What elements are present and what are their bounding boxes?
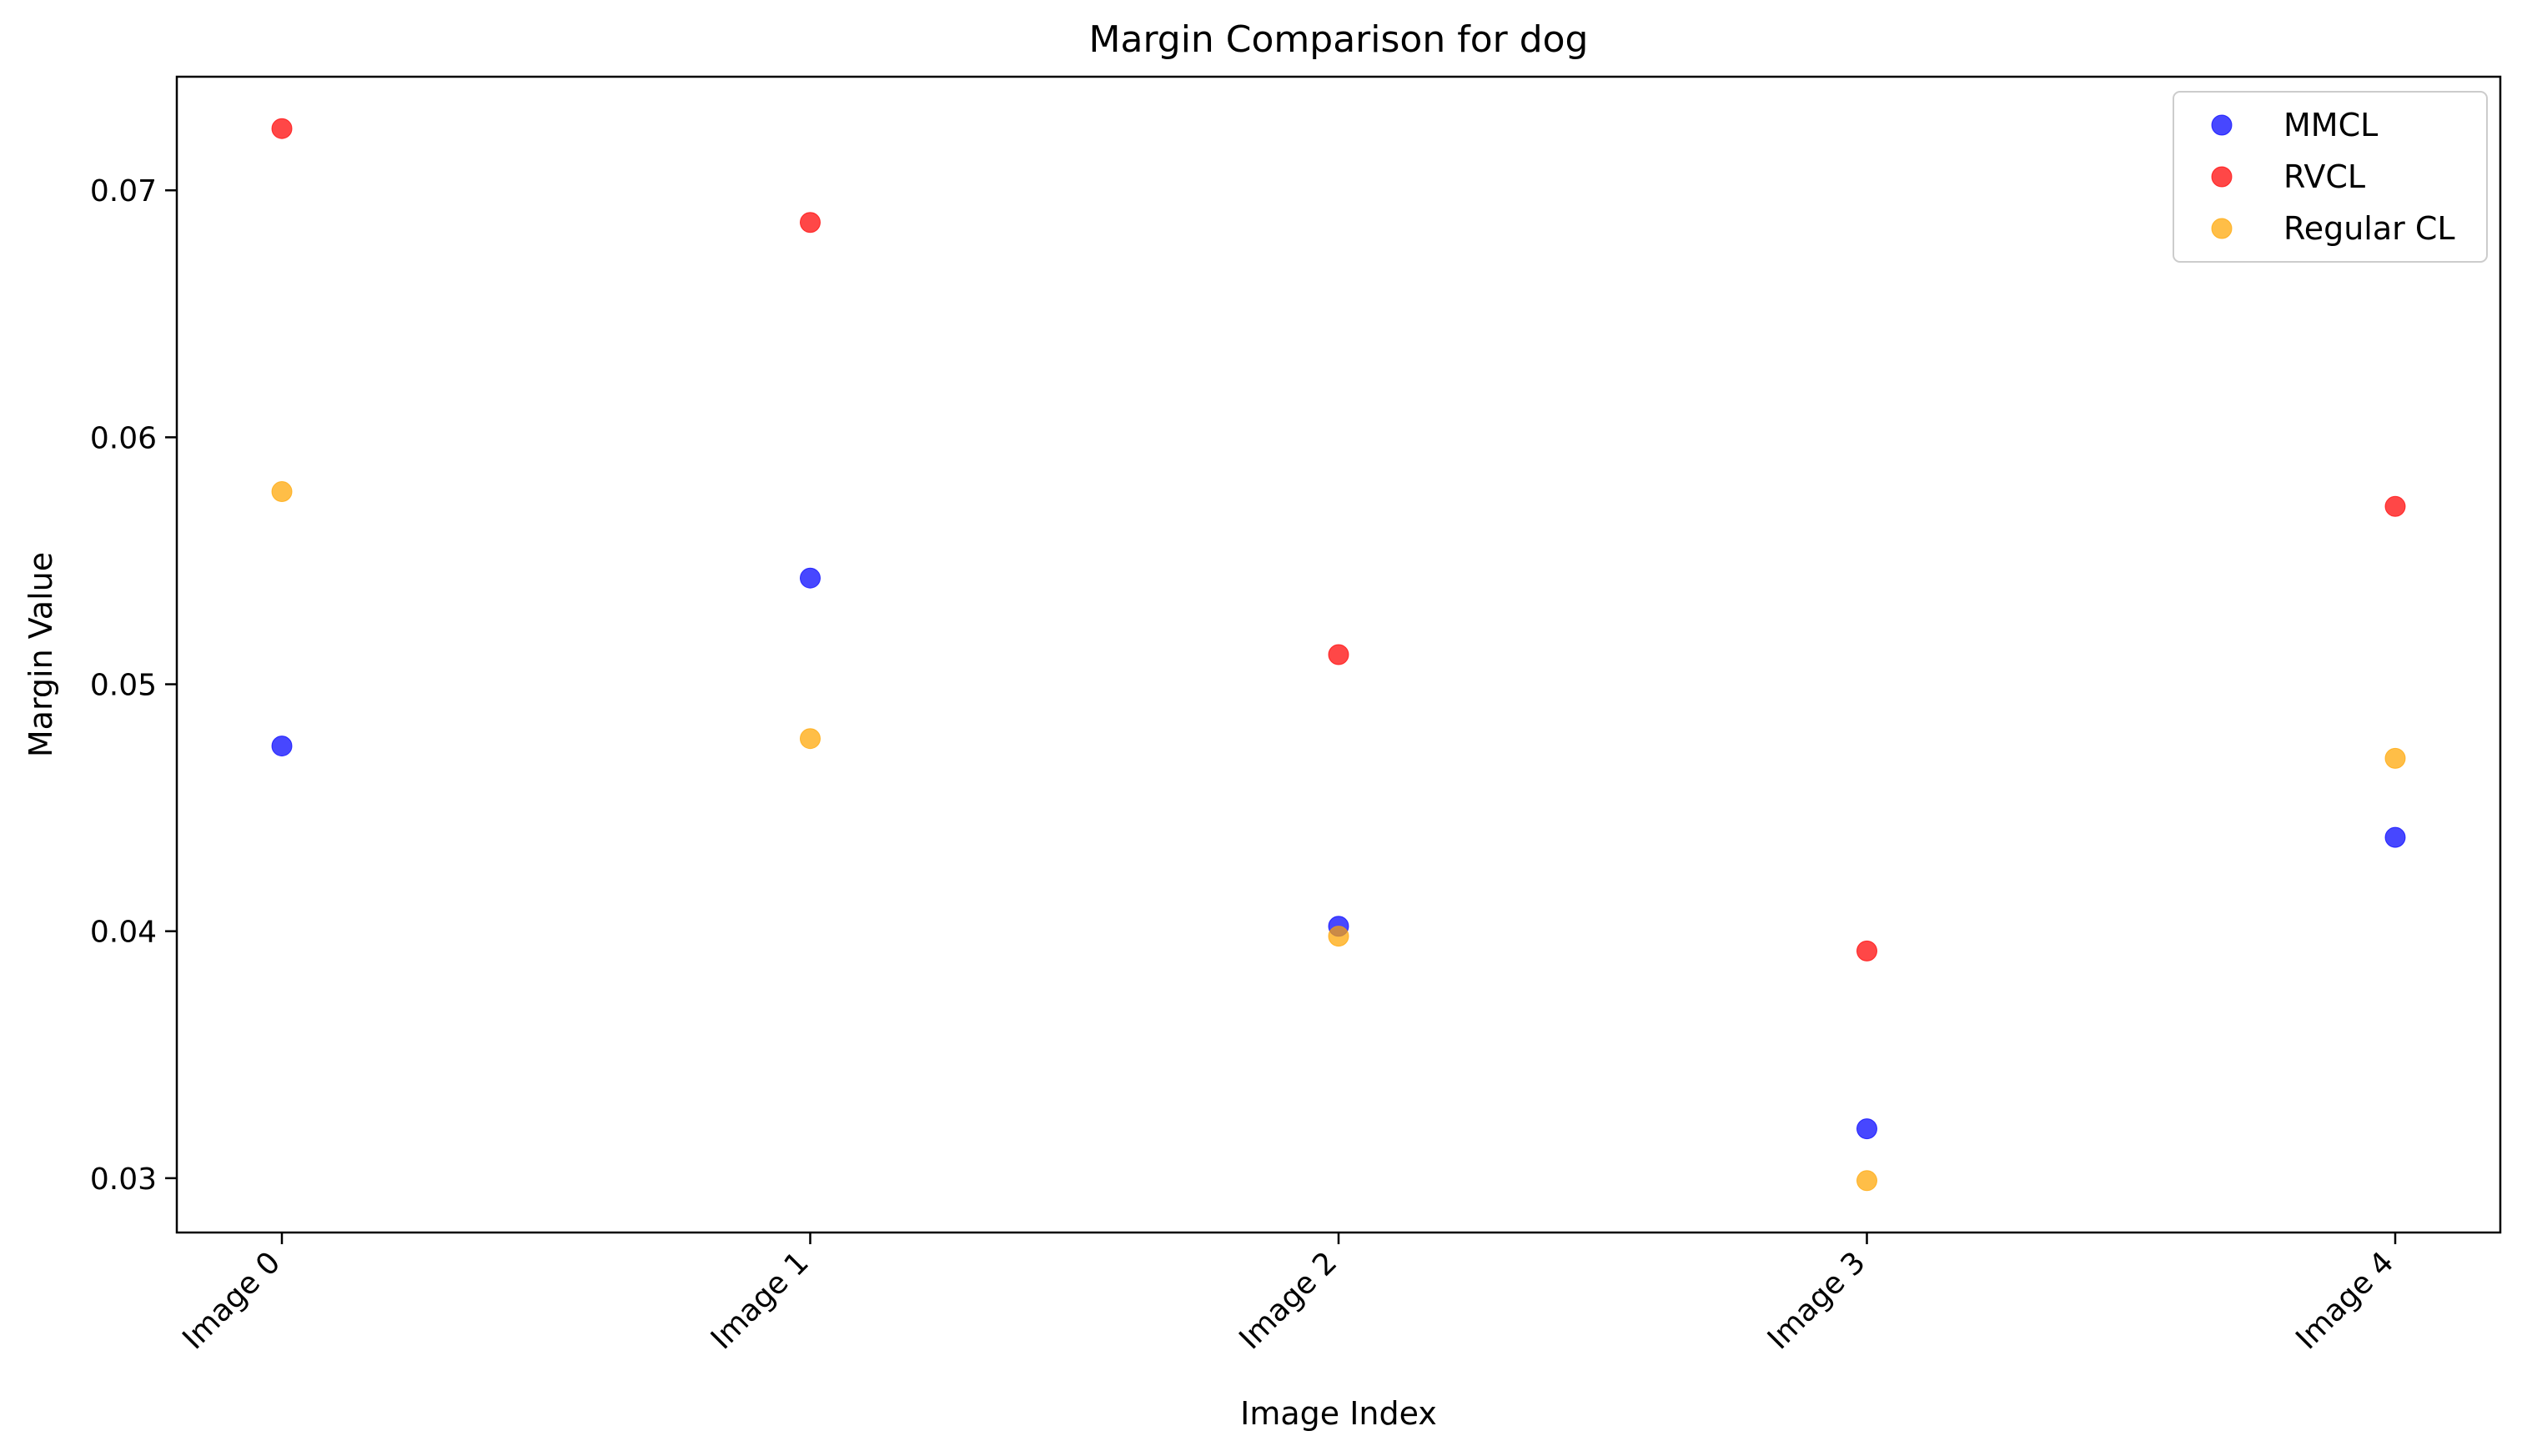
data-point-mmcl-0 (271, 736, 293, 757)
legend-marker-mmcl (2211, 114, 2233, 136)
data-markers (271, 118, 2406, 1192)
y-axis: 0.03 0.04 0.05 0.06 0.07 (90, 174, 177, 1197)
data-point-rvcl-0 (271, 118, 293, 139)
y-tick-label: 0.05 (90, 669, 157, 703)
data-point-rvcl-3 (1856, 940, 1877, 961)
legend-label: RVCL (2283, 158, 2365, 195)
y-tick-label: 0.04 (90, 916, 157, 950)
data-point-regular-cl-0 (271, 481, 293, 503)
data-point-mmcl-3 (1856, 1118, 1877, 1140)
legend: MMCL RVCL Regular CL (2173, 91, 2488, 263)
legend-label: Regular CL (2283, 210, 2455, 247)
data-point-rvcl-1 (800, 212, 821, 233)
data-point-regular-cl-3 (1856, 1170, 1877, 1192)
data-point-regular-cl-1 (800, 728, 821, 750)
y-tick-label: 0.07 (90, 174, 157, 208)
x-axis-label: Image Index (1240, 1395, 1437, 1432)
data-point-mmcl-4 (2384, 826, 2406, 848)
data-point-regular-cl-4 (2384, 747, 2406, 769)
legend-entries: MMCL RVCL Regular CL (2211, 107, 2455, 247)
y-tick-label: 0.03 (90, 1162, 157, 1197)
legend-frame (2173, 91, 2488, 263)
data-point-rvcl-2 (1328, 644, 1349, 665)
data-point-regular-cl-2 (1328, 926, 1349, 947)
y-axis-label: Margin Value (23, 552, 59, 757)
y-tick-label: 0.06 (90, 421, 157, 455)
legend-label: MMCL (2283, 107, 2378, 143)
data-point-rvcl-4 (2384, 495, 2406, 517)
chart-title: Margin Comparison for dog (1089, 18, 1589, 61)
legend-marker-rvcl (2211, 166, 2233, 188)
legend-marker-regular-cl (2211, 218, 2233, 239)
data-point-mmcl-1 (800, 567, 821, 589)
